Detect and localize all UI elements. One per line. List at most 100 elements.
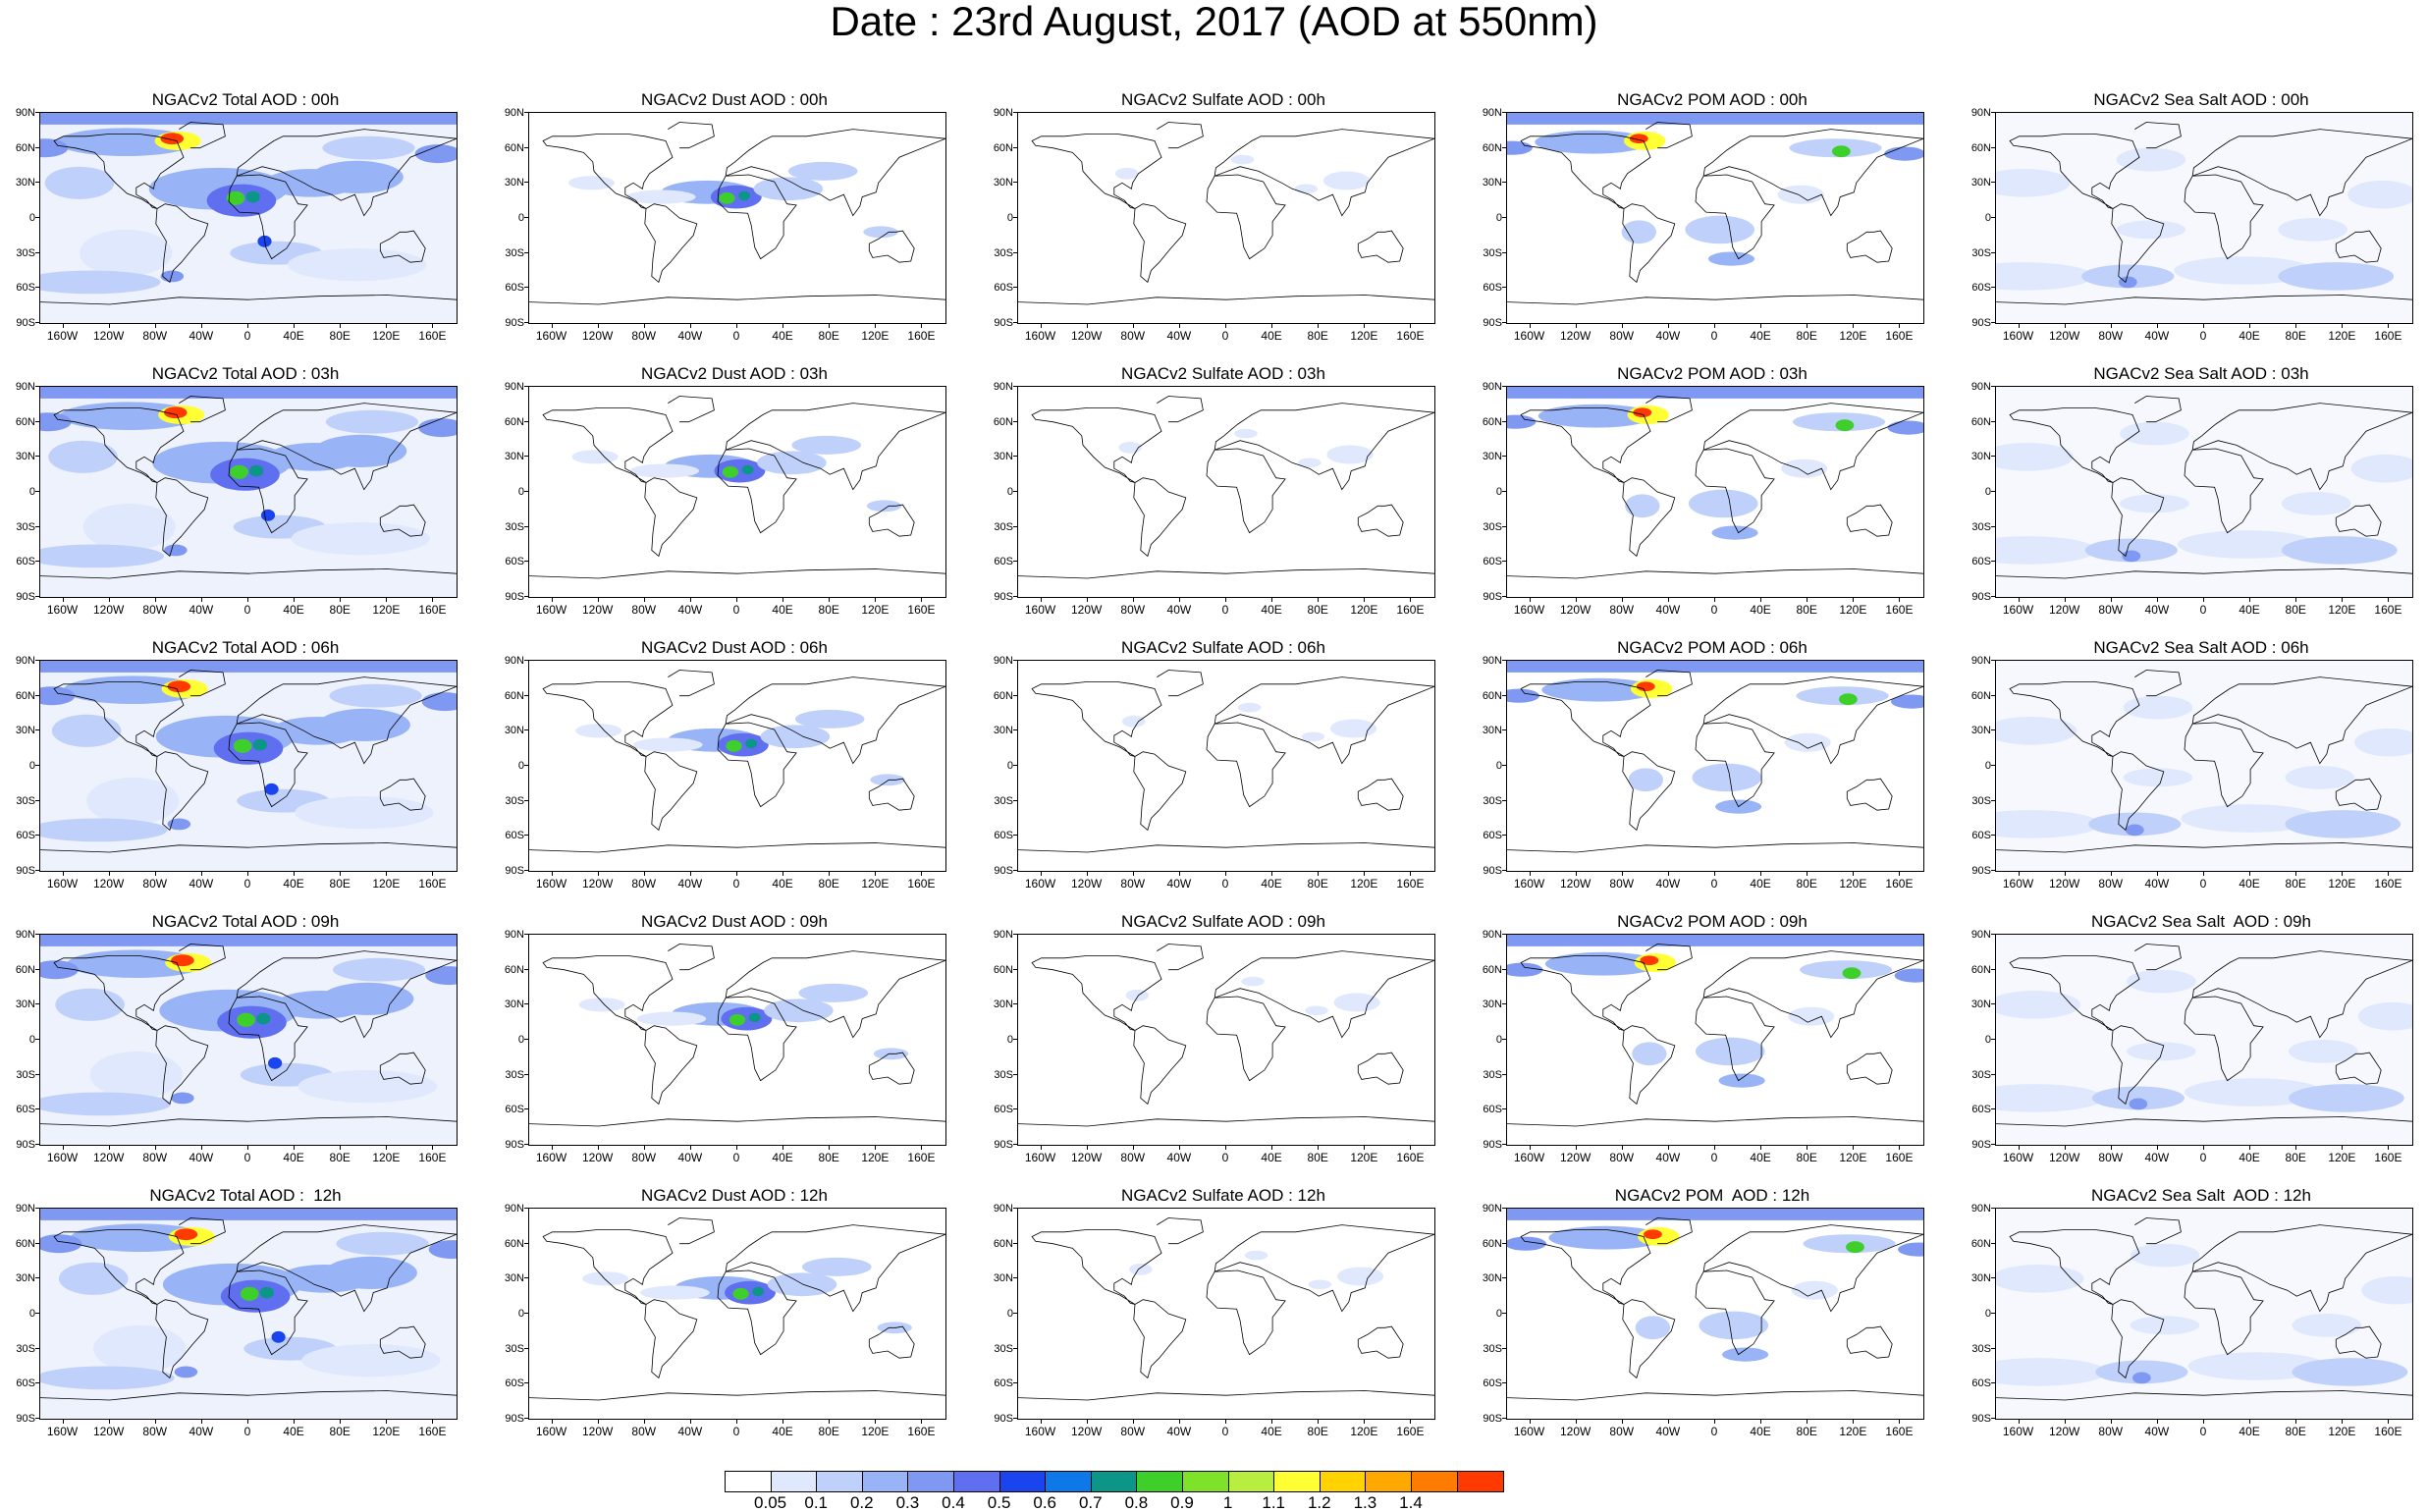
aod-polar-band [40,935,457,946]
map-panel: NGACv2 POM AOD : 09h 90N 60N 30N 0 30S 60S 90S 1… [1467,912,1938,1177]
longitude-label: 40W [677,603,703,617]
longitude-label: 80E [1307,603,1328,617]
coastline [40,396,457,579]
map-canvas [1507,661,1923,853]
latitude-label: 0 [1495,212,1502,224]
longitude-tick [1575,1419,1577,1424]
aod-field-patch [1122,715,1146,728]
latitude-tick [1991,525,1996,527]
longitude-tick [62,871,64,876]
latitude-tick [1013,217,1018,218]
longitude-tick [2156,871,2158,876]
latitude-tick [1013,729,1018,731]
longitude-tick [108,323,110,328]
latitude-label: 90S [16,1139,35,1151]
longitude-tick [1899,871,1901,876]
latitude-tick [35,694,40,696]
map-panel: NGACv2 Dust AOD : 00h 90N 60N 30N 0 30S 60S 90S… [489,90,960,355]
longitude-tick [1040,1419,1042,1424]
panel-title: NGACv2 Dust AOD : 09h [641,912,828,931]
aod-field-patch [301,1344,441,1377]
longitude-label: 160W [1024,1151,1056,1164]
latitude-label: 90N [15,381,35,393]
longitude-tick [551,597,553,602]
longitude-label: 120E [1350,329,1378,343]
latitude-label: 0 [517,760,524,772]
longitude-tick [782,1419,784,1424]
latitude-label: 60S [1483,1104,1502,1116]
longitude-tick [2110,323,2112,328]
longitude-tick [340,1419,342,1424]
aod-field-patch [1635,1316,1671,1340]
aod-field-patch [40,412,72,432]
colorbar-swatch [1091,1472,1138,1491]
longitude-tick [1040,323,1042,328]
latitude-label: 30S [1483,1342,1502,1355]
coastline [40,670,457,853]
latitude-tick [35,765,40,766]
longitude-label: 80E [818,603,839,617]
latitude-tick [524,1144,529,1145]
world-map [39,112,458,324]
latitude-label: 90N [1970,929,1991,941]
latitude-tick [35,968,40,970]
latitude-tick [1502,1418,1507,1419]
latitude-label: 60S [16,1104,35,1116]
longitude-label: 120W [581,1151,614,1164]
latitude-label: 60N [1970,141,1991,154]
longitude-label: 120E [1839,877,1867,891]
longitude-tick [2064,597,2066,602]
latitude-tick [1013,1073,1018,1075]
latitude-tick [1502,322,1507,323]
latitude-tick [1013,491,1018,492]
longitude-label: 120E [1350,603,1378,617]
longitude-label: 80W [142,603,168,617]
longitude-tick [2342,1419,2344,1424]
latitude-tick [1991,934,1996,935]
latitude-tick [1502,1347,1507,1349]
latitude-label: 90S [1483,591,1502,603]
longitude-tick [200,1419,202,1424]
aod-field-patch [1322,171,1371,190]
longitude-tick [1086,871,1088,876]
coastline [529,1217,945,1401]
longitude-tick [1040,871,1042,876]
latitude-tick [1991,835,1996,837]
longitude-tick [1178,597,1180,602]
longitude-tick [1899,597,1901,602]
latitude-tick [1013,1277,1018,1279]
longitude-label: 160W [1513,877,1545,891]
aod-polar-band [1996,387,2412,399]
latitude-label: 60S [16,1377,35,1390]
aod-field-patch [2127,1042,2196,1061]
longitude-label: 0 [2199,1425,2207,1438]
aod-polar-band [40,661,457,673]
aod-field-patch [719,191,735,204]
longitude-tick [921,1419,923,1424]
aod-field-patch [2278,262,2395,291]
aod-field-patch [2088,812,2182,837]
latitude-label: 90N [504,929,524,941]
aod-field-patch [1294,184,1319,194]
latitude-tick [35,386,40,387]
coastline [1996,122,2412,305]
latitude-label: 0 [1984,1034,1991,1046]
coastline [1018,122,1434,305]
latitude-tick [524,1347,529,1349]
latitude-label: 60S [505,1377,524,1390]
longitude-label: 160E [907,329,936,343]
longitude-label: 160W [46,603,79,617]
longitude-label: 160E [1885,877,1914,891]
longitude-tick [432,597,434,602]
longitude-label: 80E [1796,603,1817,617]
longitude-label: 0 [1710,603,1718,617]
longitude-tick [2110,1419,2112,1424]
longitude-tick [1714,1145,1715,1150]
aod-field-patch [1685,215,1754,244]
aod-field-patch [2184,1078,2324,1107]
world-map [39,660,458,872]
latitude-label: 60N [15,963,35,976]
longitude-label: 160E [1885,1151,1914,1164]
longitude-tick [2203,1419,2204,1424]
latitude-tick [524,525,529,527]
